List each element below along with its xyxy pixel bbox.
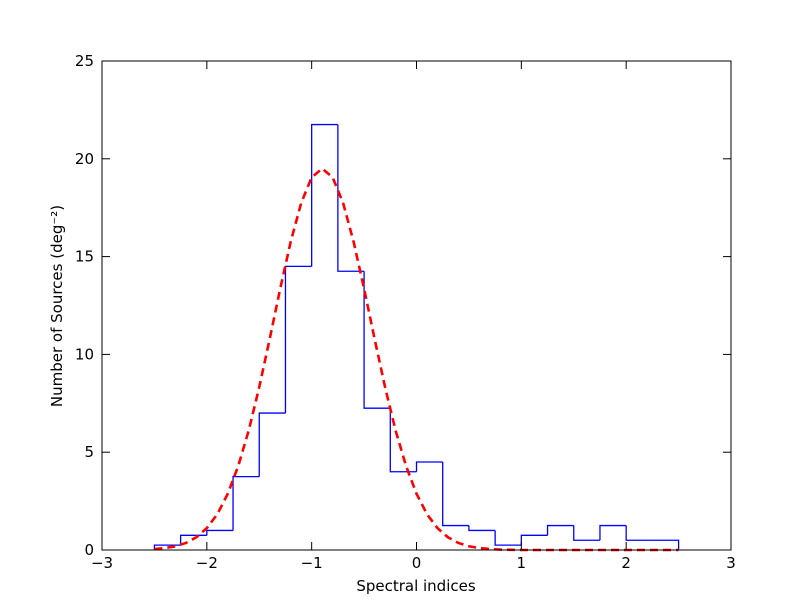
x-tick-label: −2 bbox=[196, 554, 218, 572]
histogram-bin bbox=[573, 525, 600, 541]
x-tick-label: 0 bbox=[412, 554, 422, 572]
histogram-bin bbox=[599, 524, 627, 541]
histogram-bin bbox=[206, 529, 234, 536]
y-tick-label: 15 bbox=[75, 248, 94, 266]
histogram-bin bbox=[311, 123, 338, 267]
histogram-bin bbox=[546, 524, 574, 536]
x-tick-label: 1 bbox=[517, 554, 527, 572]
histogram-bin bbox=[442, 461, 469, 527]
histogram-bin bbox=[363, 271, 391, 409]
histogram-bin bbox=[284, 265, 312, 414]
histogram-bin bbox=[494, 530, 522, 546]
x-tick-label: −1 bbox=[301, 554, 323, 572]
y-tick-label: 10 bbox=[75, 345, 94, 363]
y-tick-label: 0 bbox=[84, 541, 94, 559]
x-tick-label: −3 bbox=[91, 554, 113, 572]
x-tick-label: 2 bbox=[621, 554, 631, 572]
y-tick-label: 5 bbox=[84, 443, 94, 461]
histogram-bin bbox=[337, 124, 365, 272]
histogram-bin bbox=[520, 534, 548, 546]
y-axis-label: Number of Sources (deg⁻²) bbox=[48, 205, 66, 407]
x-tick-label: 3 bbox=[726, 554, 736, 572]
x-axis-label: Spectral indices bbox=[356, 577, 476, 595]
histogram-bin bbox=[468, 525, 496, 532]
histogram-bin bbox=[625, 525, 653, 541]
histogram-bin bbox=[258, 412, 286, 477]
histogram-bin bbox=[232, 476, 260, 531]
y-tick-label: 25 bbox=[75, 52, 94, 70]
histogram-bin bbox=[652, 539, 680, 550]
y-tick-label: 20 bbox=[75, 150, 94, 168]
histogram-bin bbox=[415, 461, 443, 472]
